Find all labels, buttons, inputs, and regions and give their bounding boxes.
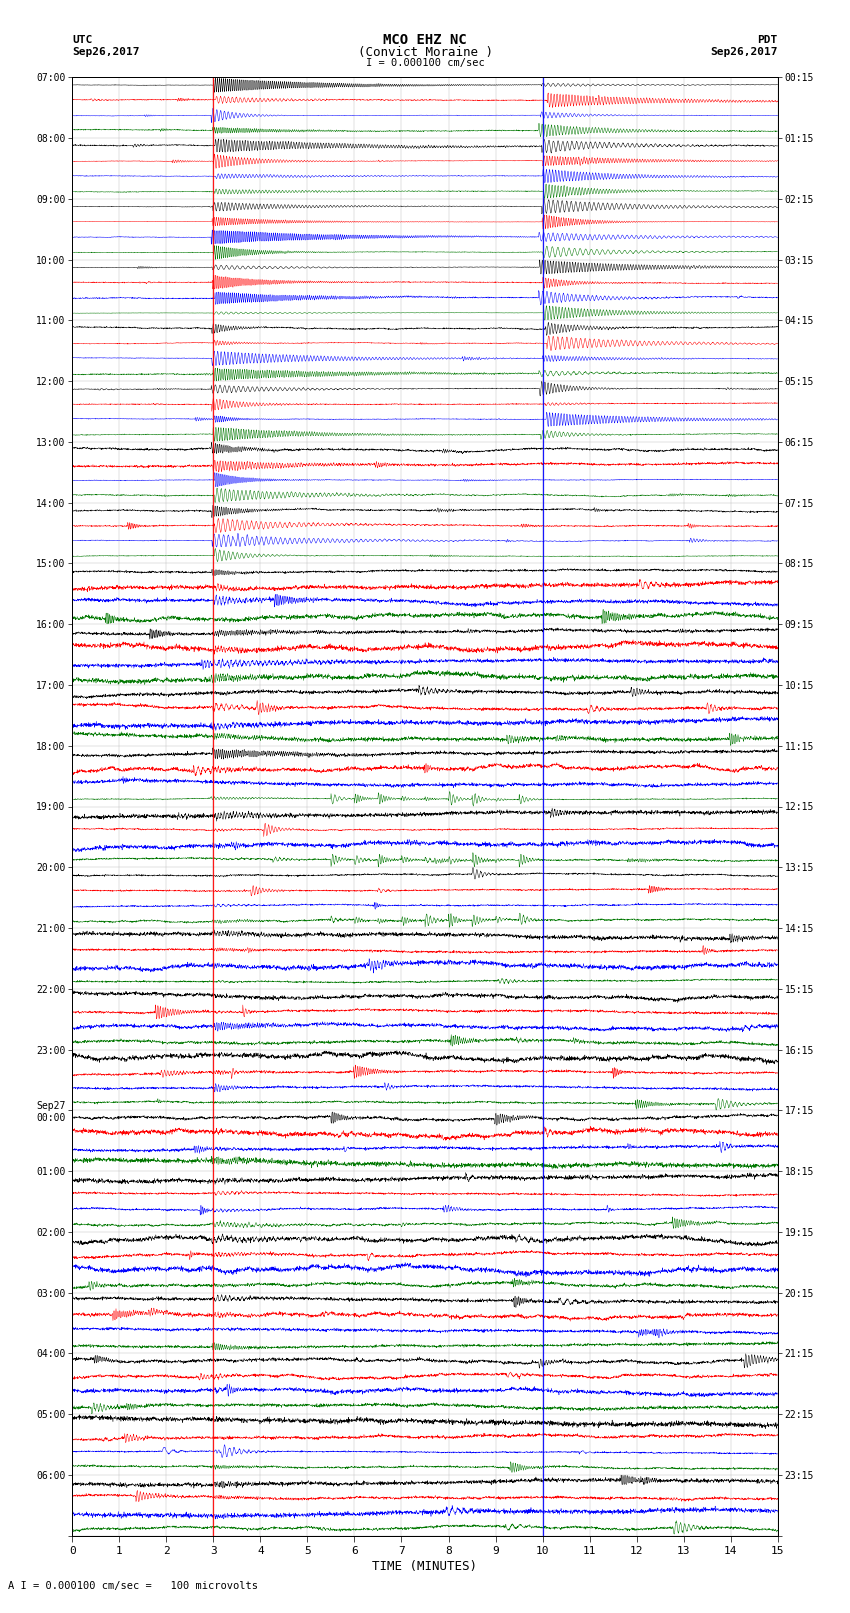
Text: A I = 0.000100 cm/sec =   100 microvolts: A I = 0.000100 cm/sec = 100 microvolts [8, 1581, 258, 1590]
Text: Sep26,2017: Sep26,2017 [72, 47, 139, 56]
Text: Sep26,2017: Sep26,2017 [711, 47, 778, 56]
Text: (Convict Moraine ): (Convict Moraine ) [358, 45, 492, 60]
Text: UTC: UTC [72, 35, 93, 45]
X-axis label: TIME (MINUTES): TIME (MINUTES) [372, 1560, 478, 1573]
Text: MCO EHZ NC: MCO EHZ NC [383, 32, 467, 47]
Text: I = 0.000100 cm/sec: I = 0.000100 cm/sec [366, 58, 484, 68]
Text: PDT: PDT [757, 35, 778, 45]
